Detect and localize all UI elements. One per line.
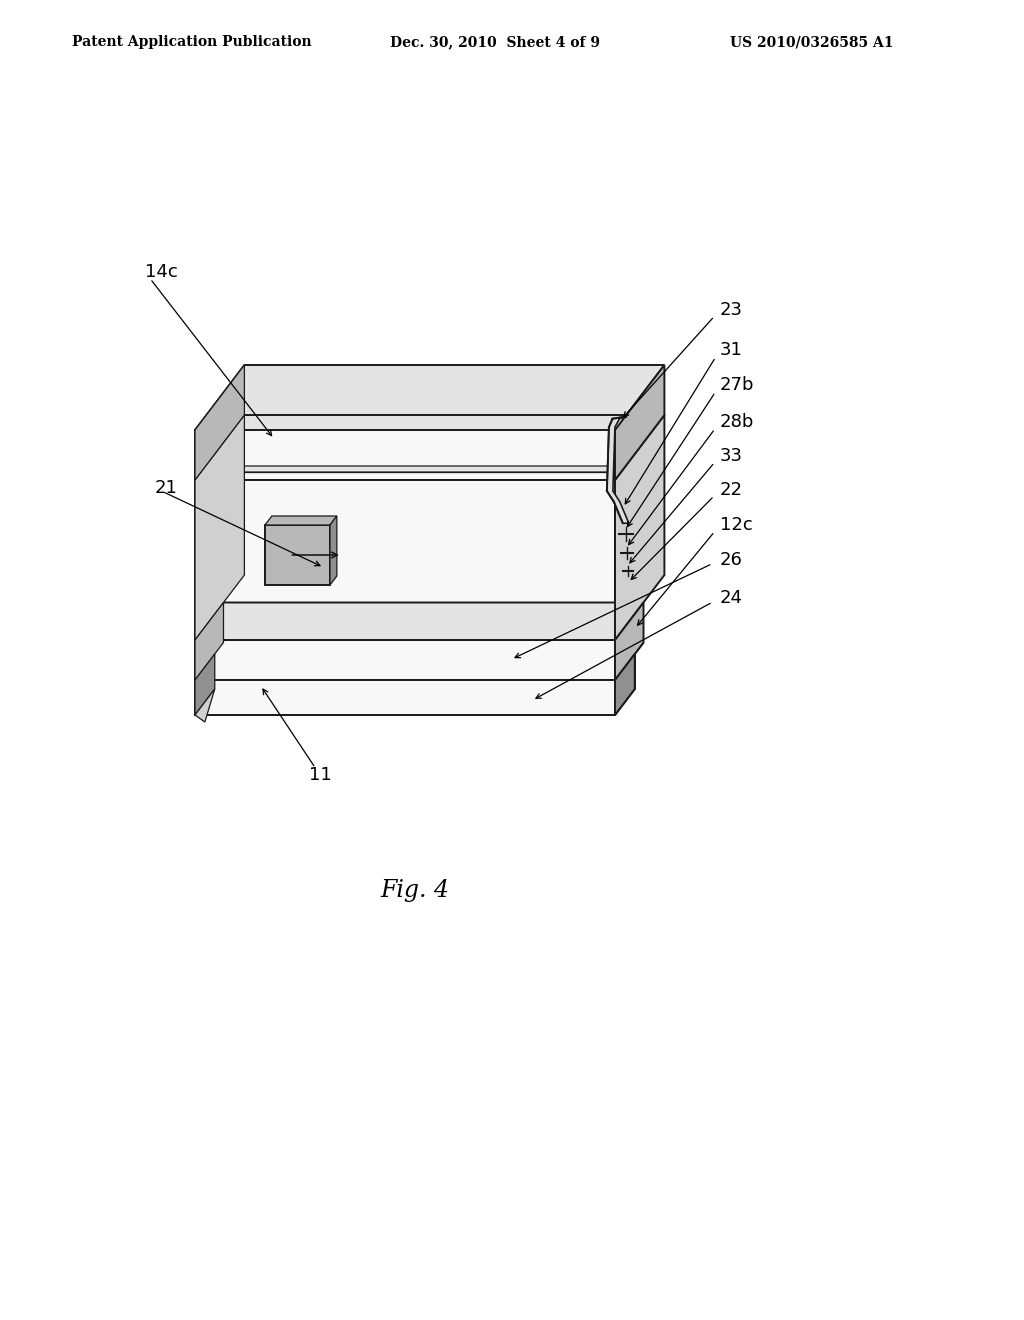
Polygon shape	[330, 516, 337, 585]
Polygon shape	[195, 414, 665, 480]
Text: 31: 31	[720, 341, 742, 359]
Text: 22: 22	[720, 480, 743, 499]
Polygon shape	[195, 653, 635, 680]
Polygon shape	[615, 653, 635, 715]
Polygon shape	[615, 602, 643, 680]
Polygon shape	[195, 653, 215, 715]
Polygon shape	[195, 430, 615, 480]
Polygon shape	[615, 366, 665, 480]
Polygon shape	[265, 525, 330, 585]
Text: 12c: 12c	[720, 516, 753, 535]
Text: 21: 21	[155, 479, 178, 498]
Polygon shape	[615, 414, 665, 640]
Text: 28b: 28b	[720, 413, 755, 432]
Text: 14c: 14c	[145, 263, 178, 281]
Text: 23: 23	[720, 301, 743, 319]
Polygon shape	[215, 653, 635, 689]
Polygon shape	[245, 414, 665, 576]
Text: 24: 24	[720, 589, 743, 607]
Polygon shape	[195, 602, 223, 680]
Polygon shape	[195, 602, 643, 640]
Polygon shape	[607, 417, 629, 523]
Text: 33: 33	[720, 447, 743, 465]
Polygon shape	[195, 466, 620, 473]
Polygon shape	[195, 643, 643, 680]
Polygon shape	[195, 680, 615, 715]
Polygon shape	[195, 480, 615, 640]
Polygon shape	[195, 366, 245, 480]
Polygon shape	[195, 689, 215, 722]
Polygon shape	[195, 366, 665, 430]
Polygon shape	[195, 640, 615, 680]
Text: 27b: 27b	[720, 376, 755, 393]
Polygon shape	[195, 689, 635, 715]
Text: 11: 11	[308, 766, 332, 784]
Text: US 2010/0326585 A1: US 2010/0326585 A1	[730, 36, 894, 49]
Polygon shape	[265, 516, 337, 525]
Polygon shape	[195, 414, 245, 640]
Text: Fig. 4: Fig. 4	[381, 879, 450, 902]
Text: 26: 26	[720, 550, 742, 569]
Text: Dec. 30, 2010  Sheet 4 of 9: Dec. 30, 2010 Sheet 4 of 9	[390, 36, 600, 49]
Text: Patent Application Publication: Patent Application Publication	[72, 36, 311, 49]
